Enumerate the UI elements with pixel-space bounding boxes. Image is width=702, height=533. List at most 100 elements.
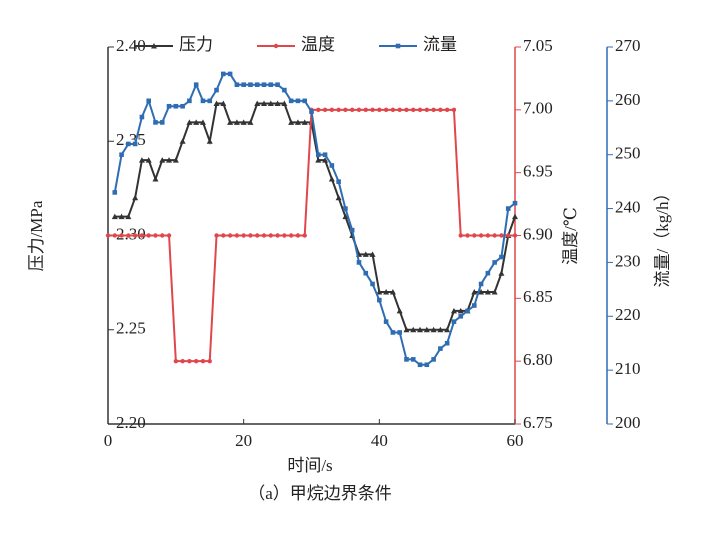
marker	[478, 233, 484, 238]
marker	[227, 233, 233, 238]
marker	[484, 289, 491, 295]
marker	[159, 120, 165, 125]
marker	[424, 362, 430, 368]
marker	[274, 100, 281, 107]
marker	[166, 233, 172, 238]
marker	[492, 260, 497, 265]
marker	[377, 107, 382, 113]
marker	[302, 98, 308, 104]
marker	[417, 362, 423, 368]
marker	[295, 98, 301, 104]
marker	[316, 107, 321, 113]
y3-tick-label: 270	[615, 36, 641, 55]
marker	[248, 233, 253, 238]
marker	[295, 233, 301, 238]
marker	[397, 330, 402, 335]
y-tick-label: 2.25	[116, 319, 146, 338]
marker	[328, 175, 335, 182]
y3-tick-label: 230	[615, 251, 641, 270]
marker	[417, 326, 424, 333]
marker	[458, 313, 464, 319]
marker	[234, 82, 240, 87]
marker	[322, 152, 328, 158]
marker	[213, 100, 220, 107]
marker	[383, 107, 389, 113]
marker	[254, 82, 260, 87]
marker	[329, 107, 335, 113]
marker	[153, 233, 158, 238]
marker	[112, 233, 117, 238]
marker	[268, 82, 274, 87]
marker	[356, 260, 362, 265]
marker	[112, 190, 118, 195]
marker	[207, 98, 213, 104]
marker	[335, 194, 342, 201]
y3-tick-label: 210	[615, 359, 641, 378]
marker	[200, 98, 206, 104]
marker	[485, 233, 491, 238]
marker	[309, 109, 314, 114]
marker	[499, 233, 504, 238]
marker	[125, 213, 132, 220]
y2-tick-label: 7.05	[523, 36, 553, 55]
marker	[240, 119, 247, 125]
marker	[491, 289, 498, 295]
marker	[261, 82, 267, 87]
y-axis-label: 压力/MPa	[27, 200, 46, 271]
x-tick-label: 60	[507, 431, 524, 450]
marker	[159, 157, 166, 163]
y3-tick-label: 260	[615, 90, 641, 109]
marker	[132, 194, 139, 201]
marker	[288, 119, 295, 125]
marker	[389, 289, 396, 295]
marker	[119, 152, 124, 158]
marker	[343, 206, 348, 211]
y2-tick-label: 7.00	[523, 99, 553, 118]
x-axis-label: 时间/s	[287, 456, 332, 475]
legend-label: 压力	[179, 35, 213, 54]
marker	[255, 233, 260, 238]
y2-tick-label: 6.80	[523, 350, 553, 369]
marker	[187, 98, 192, 104]
marker	[458, 233, 463, 238]
marker	[146, 98, 151, 104]
marker	[267, 100, 274, 107]
marker	[437, 326, 444, 333]
marker	[227, 119, 234, 125]
marker	[275, 233, 280, 238]
marker	[444, 107, 450, 113]
y-tick-label: 2.30	[116, 224, 146, 243]
marker	[505, 206, 511, 211]
marker	[390, 330, 396, 335]
marker	[465, 233, 470, 238]
marker	[478, 289, 485, 295]
marker	[254, 100, 261, 107]
marker	[395, 43, 401, 49]
marker	[193, 119, 200, 125]
marker	[438, 107, 443, 113]
marker	[302, 233, 307, 238]
marker	[438, 346, 443, 351]
marker	[153, 120, 158, 125]
marker	[180, 358, 185, 364]
marker	[451, 107, 457, 113]
marker	[186, 119, 193, 125]
marker	[336, 179, 341, 184]
marker	[342, 213, 349, 220]
marker	[221, 233, 226, 238]
legend-label: 温度	[301, 35, 335, 54]
marker	[410, 326, 417, 333]
series-line	[114, 102, 516, 331]
marker	[172, 157, 179, 163]
marker	[383, 319, 389, 324]
marker	[322, 157, 329, 163]
marker	[396, 307, 403, 314]
marker	[411, 107, 416, 113]
marker	[193, 358, 199, 364]
marker	[315, 157, 322, 163]
marker	[288, 233, 294, 238]
marker	[506, 233, 511, 238]
marker	[261, 100, 268, 107]
marker	[301, 119, 308, 125]
